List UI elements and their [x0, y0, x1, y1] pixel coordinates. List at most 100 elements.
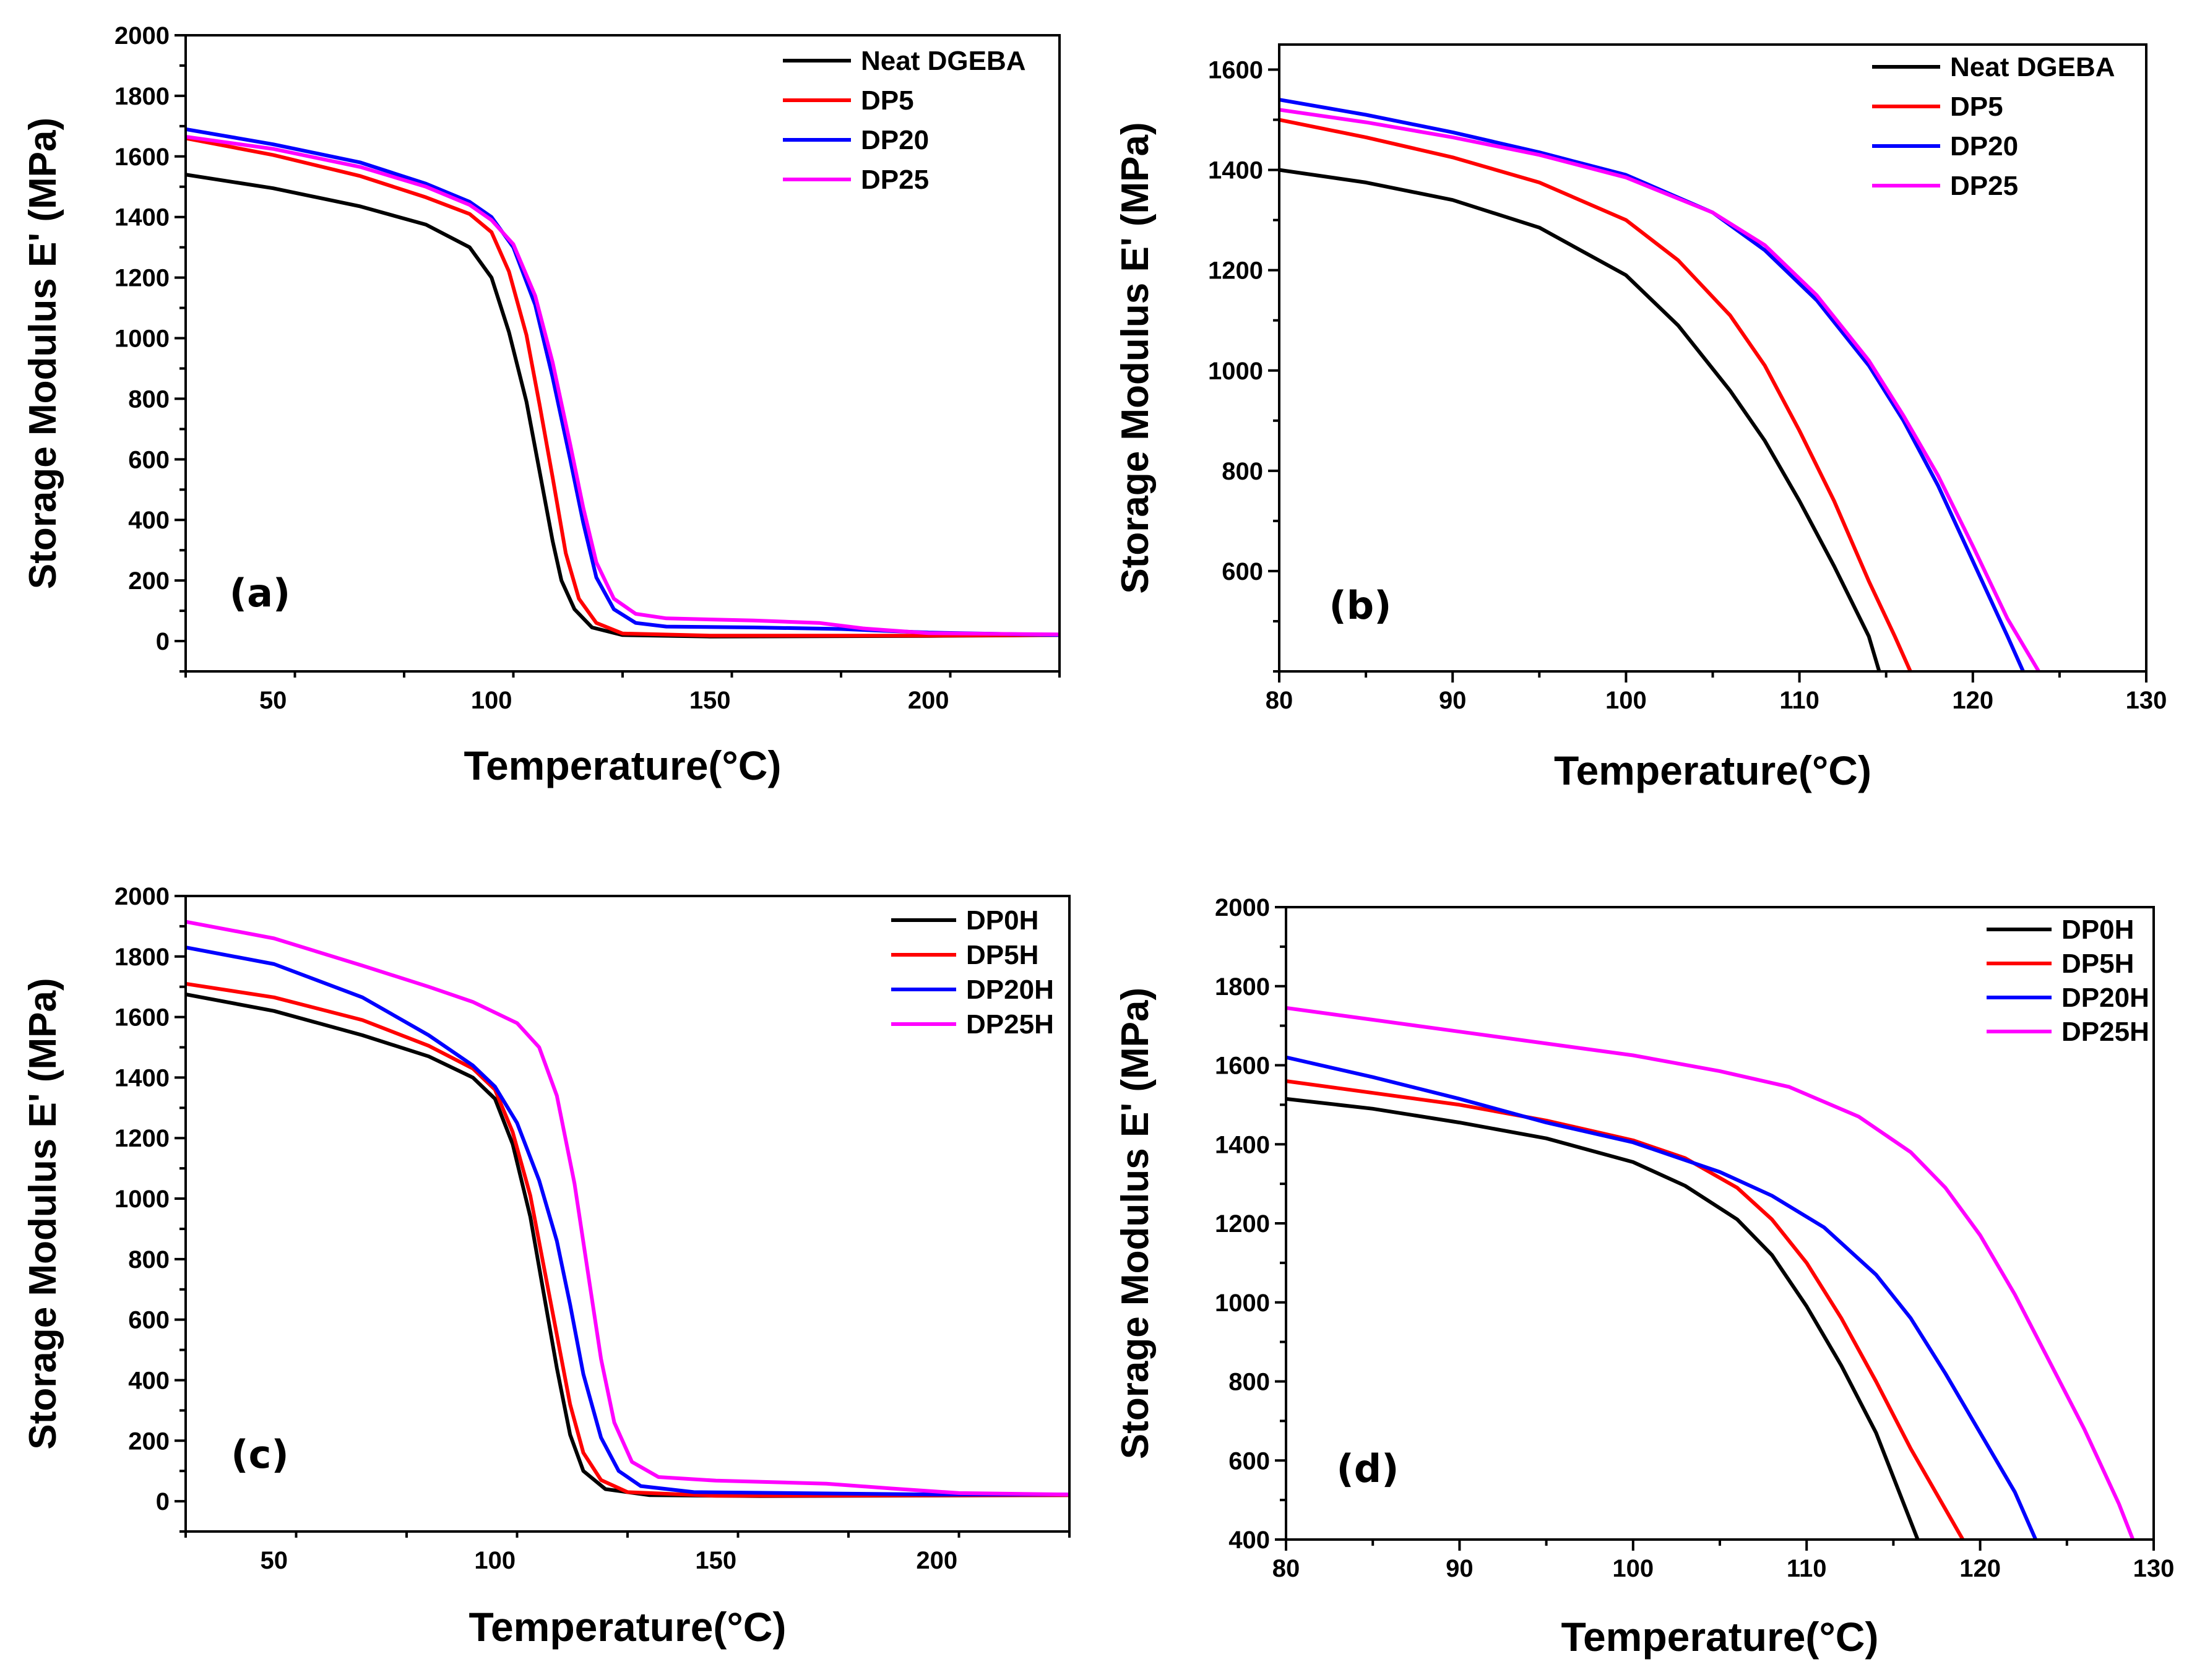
x-tick-label: 150 [689, 687, 731, 714]
x-tick-label: 100 [474, 1547, 516, 1574]
x-tick-label: 150 [695, 1547, 736, 1574]
legend: DP0H DP5H DP20H DP25H [1987, 915, 2149, 1047]
x-tick-label: 100 [1612, 1555, 1654, 1582]
y-tick-label: 600 [1222, 558, 1263, 585]
y-tick-label: 0 [156, 628, 170, 655]
y-tick-label: 200 [128, 567, 170, 595]
x-tick-label: 80 [1266, 687, 1293, 714]
x-tick-label: 110 [1787, 1555, 1827, 1582]
y-tick-label: 1200 [1208, 257, 1263, 285]
x-tick-label: 200 [916, 1547, 957, 1574]
x-tick-label: 110 [1779, 687, 1819, 714]
y-tick-label: 600 [128, 1307, 170, 1334]
x-axis-title: Temperature(°C) [1561, 1614, 1879, 1660]
y-tick-label: 1400 [114, 1064, 170, 1092]
y-tick-label: 1000 [1215, 1290, 1270, 1317]
series-line-dp25h [186, 920, 1069, 1497]
legend-label: DP25 [1950, 171, 2018, 201]
series-line-dp20 [186, 127, 1060, 637]
chart-panel-b: 80 90 100 110 120 130 600 800 1000 1200 1400 1600 Te… [1114, 43, 2167, 793]
y-tick-label: 600 [1228, 1447, 1270, 1475]
legend-label: DP20H [2061, 983, 2149, 1013]
chart-panel-d: 80 90 100 110 120 130 400 600 800 1000 1200 1400 160… [1114, 894, 2174, 1660]
y-tick-label: 1600 [1215, 1053, 1270, 1080]
series-line-dp5 [186, 136, 1060, 638]
y-tick-label: 600 [128, 446, 170, 473]
legend-label: DP20H [966, 975, 1054, 1005]
x-tick-label: 90 [1446, 1555, 1474, 1582]
series-line-dp0h [1286, 1096, 1920, 1540]
panel-label: (a) [230, 571, 291, 616]
panel-label: (c) [231, 1432, 288, 1477]
x-tick-label: 200 [908, 687, 949, 714]
y-tick-label: 1200 [114, 1125, 170, 1152]
x-tick-label: 120 [1959, 1555, 2001, 1582]
y-tick-label: 800 [1222, 458, 1263, 485]
series-line-neat-dgeba [1279, 168, 1881, 671]
y-tick-label: 1800 [114, 83, 170, 110]
y-tick-label: 2000 [114, 22, 170, 50]
series-line-dp20h [1286, 1055, 2038, 1540]
y-axis-title: Storage Modulus E' (MPa) [22, 978, 64, 1449]
y-axis-title: Storage Modulus E' (MPa) [1114, 122, 1157, 593]
y-tick-label: 1400 [1215, 1131, 1270, 1158]
x-tick-label: 80 [1272, 1555, 1300, 1582]
y-tick-label: 1400 [1208, 157, 1263, 184]
x-tick-label: 50 [261, 1547, 288, 1574]
y-tick-label: 1800 [1215, 973, 1270, 1001]
y-tick-label: 800 [128, 386, 170, 413]
series-line-dp25 [1279, 108, 2040, 671]
x-axis-title: Temperature(°C) [464, 743, 782, 788]
series-line-dp20 [1279, 98, 2025, 671]
chart-panel-a: 50 100 150 20002004006008001000120014001600… [22, 22, 1061, 788]
legend-label: DP25H [966, 1009, 1054, 1040]
y-tick-label: 1000 [1208, 358, 1263, 385]
y-tick-label: 0 [156, 1488, 170, 1515]
y-tick-label: 1000 [114, 1186, 170, 1213]
legend-label: DP0H [2061, 915, 2134, 945]
series-line-dp25h [1286, 1006, 2135, 1540]
x-tick-label: 50 [259, 687, 287, 714]
legend-label: Neat DGEBA [861, 46, 1026, 76]
legend-label: DP25 [861, 165, 929, 195]
x-tick-label: 130 [2133, 1555, 2175, 1582]
legend-label: DP5H [966, 940, 1038, 970]
legend: DP0H DP5H DP20H DP25H [891, 905, 1054, 1040]
legend: Neat DGEBA DP5 DP20 DP25 [1872, 52, 2115, 201]
y-tick-label: 200 [128, 1428, 170, 1455]
legend-label: DP5 [861, 85, 914, 116]
y-axis-title: Storage Modulus E' (MPa) [1114, 988, 1157, 1459]
y-tick-label: 2000 [114, 883, 170, 910]
y-tick-label: 1800 [114, 944, 170, 971]
y-tick-label: 1200 [1215, 1210, 1270, 1238]
y-tick-label: 400 [128, 507, 170, 534]
series-line-dp5h [1286, 1079, 1965, 1540]
legend-label: DP25H [2061, 1017, 2149, 1047]
x-axis-title: Temperature(°C) [1554, 747, 1871, 793]
x-axis-title: Temperature(°C) [469, 1604, 787, 1650]
series-line-dp20h [186, 946, 1069, 1497]
panel-label: (b) [1329, 583, 1391, 628]
series-line-dp25 [186, 135, 1060, 637]
legend: Neat DGEBA DP5 DP20 DP25 [783, 46, 1026, 195]
legend-label: DP20 [861, 125, 929, 155]
chart-panel-c: 50 100 150 20002004006008001000120014001600… [22, 883, 1071, 1650]
y-tick-label: 2000 [1215, 894, 1270, 921]
legend-label: Neat DGEBA [1950, 52, 2115, 82]
y-tick-label: 1400 [114, 204, 170, 231]
y-tick-label: 1600 [114, 144, 170, 171]
legend-label: DP20 [1950, 131, 2018, 162]
x-tick-label: 120 [1952, 687, 1993, 714]
series-line-dp5h [186, 981, 1069, 1498]
y-tick-label: 400 [1228, 1527, 1270, 1554]
x-tick-label: 100 [1605, 687, 1647, 714]
series-line-dp5 [1279, 118, 1912, 671]
y-axis-title: Storage Modulus E' (MPa) [22, 118, 64, 589]
legend-label: DP0H [966, 905, 1038, 936]
y-tick-label: 1000 [114, 325, 170, 353]
y-tick-label: 1600 [1208, 57, 1263, 84]
x-tick-label: 100 [471, 687, 512, 714]
legend-label: DP5 [1950, 92, 2003, 122]
